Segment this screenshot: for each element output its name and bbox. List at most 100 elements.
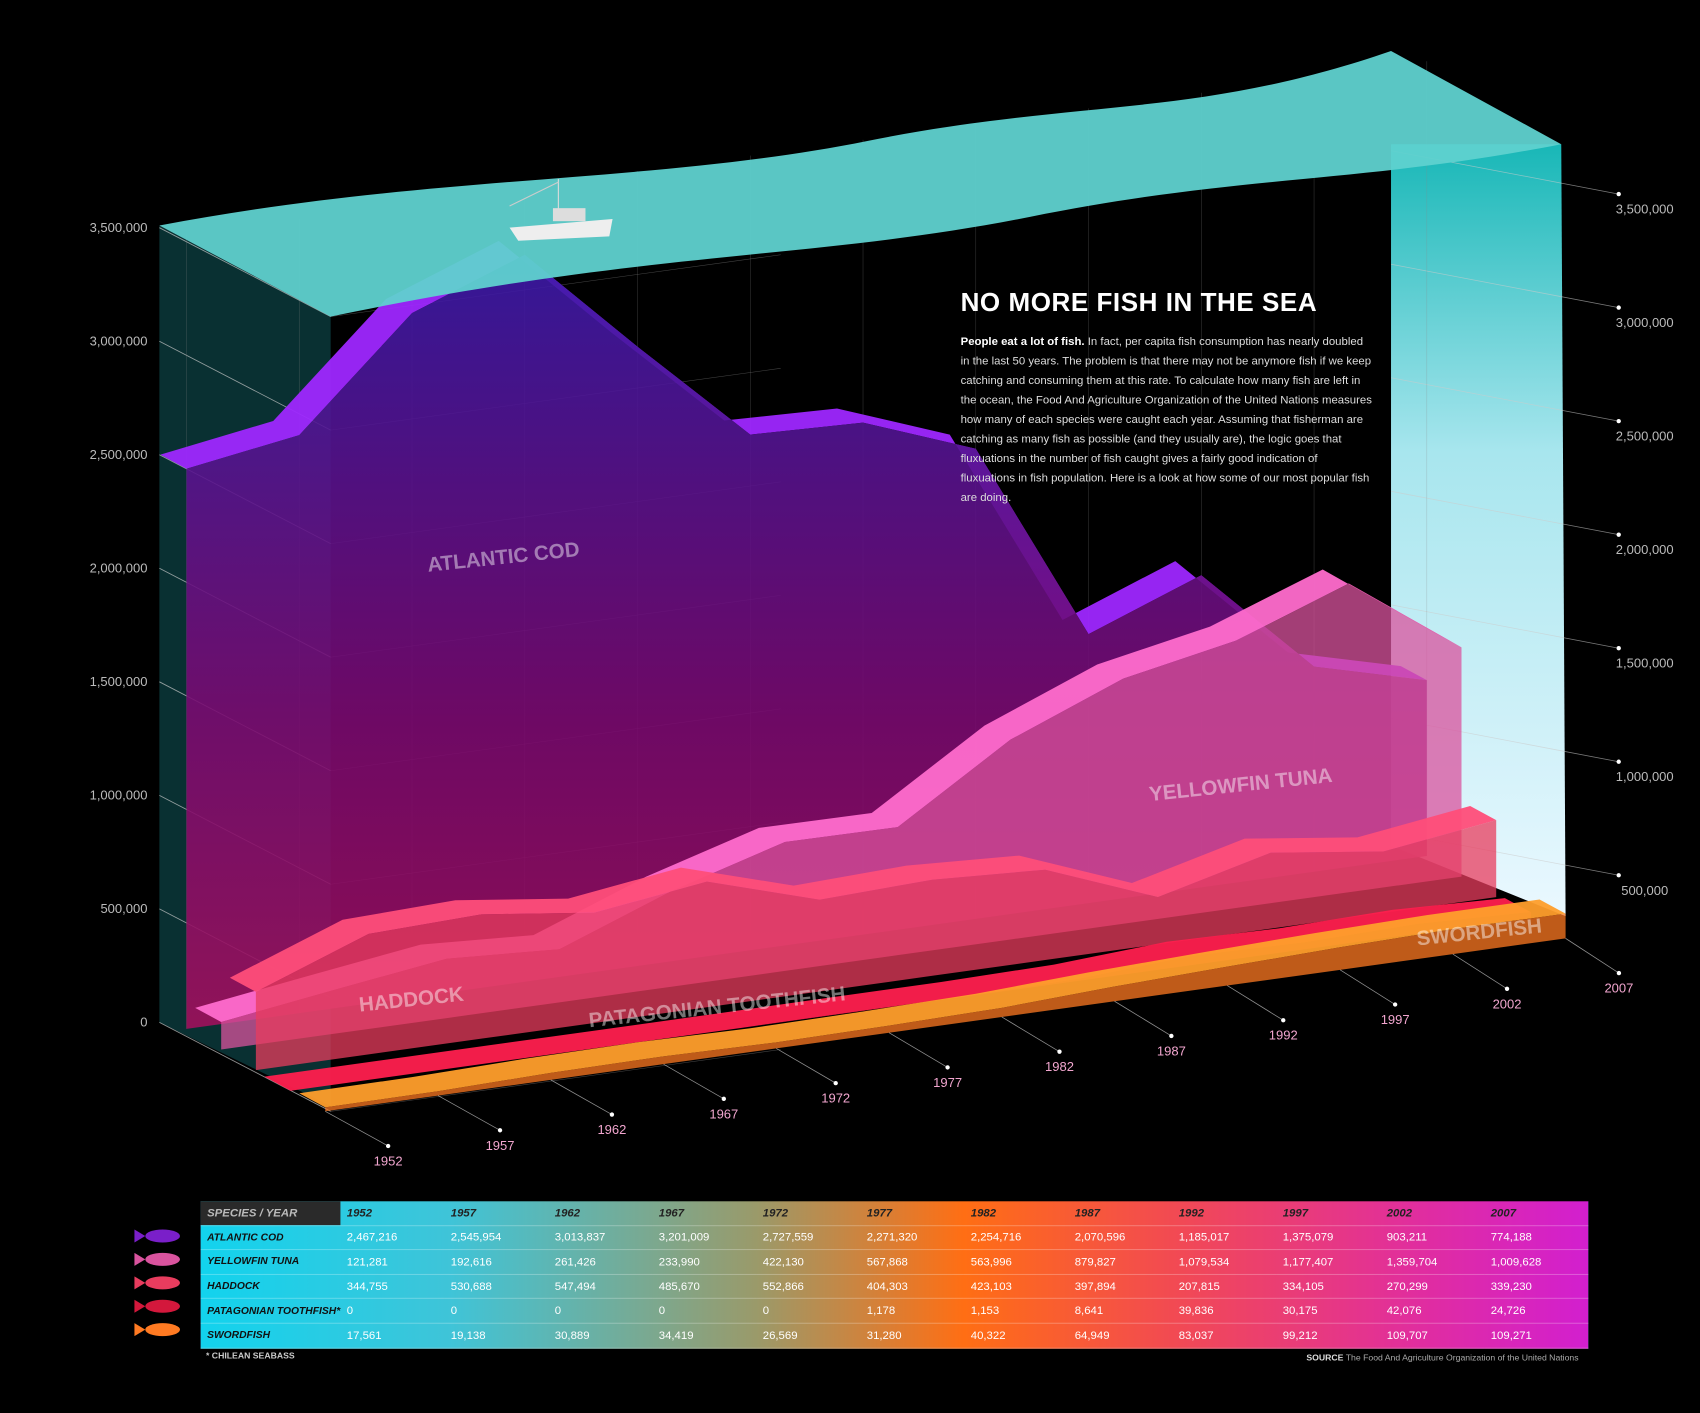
table-cell: 2,254,716 [964,1225,1069,1251]
table-cell: 83,037 [1172,1323,1277,1349]
table-cell: 30,889 [548,1323,653,1349]
x-tick-dot [1616,970,1622,976]
x-tick-dot [1504,986,1510,991]
intro-lead: People eat a lot of fish. [960,335,1085,349]
table-cell: 547,494 [548,1274,653,1300]
table-row-label: ATLANTIC COD [200,1225,341,1251]
table-cell: 3,201,009 [652,1225,757,1251]
x-tick-label: 1992 [1269,1028,1298,1043]
table-cell: 261,426 [548,1249,653,1275]
grid-line [159,1022,331,1112]
table-cell: 233,990 [652,1249,757,1275]
legend-icons [134,1229,180,1337]
boat-rig [509,181,559,207]
y-tick-label: 0 [140,1015,147,1030]
table-cell: 30,175 [1276,1298,1381,1324]
table-cell: 485,670 [652,1274,757,1300]
table-row-label: HADDOCK [200,1274,341,1300]
ribbon-face [221,583,1462,1050]
legend-icon-tail [134,1252,146,1266]
table-cell: 0 [548,1298,653,1324]
y2-tick-label: 1,000,000 [1616,769,1674,784]
x-tick-label: 1987 [1157,1043,1186,1058]
ribbon-face [255,820,1497,1071]
table-cell: 1,359,704 [1380,1249,1485,1275]
table-cell: 774,188 [1484,1225,1589,1251]
x-tick [1565,938,1620,974]
x-tick-label: 1952 [374,1154,403,1169]
table-cell: 109,271 [1484,1323,1589,1349]
x-tick [1114,1000,1172,1037]
x-tick-dot [945,1065,950,1070]
x-tick-dot [385,1143,391,1149]
x-tick-label: 1982 [1045,1059,1074,1074]
legend-icon-tail [134,1276,146,1290]
x-tick-dot [1281,1018,1286,1023]
x-tick-label: 2002 [1493,996,1522,1011]
table-cell: 0 [652,1298,757,1324]
legend-icon-tail [134,1323,146,1337]
source-label: SOURCE [1306,1353,1344,1363]
x-tick [1227,985,1284,1021]
y-tick-label: 1,500,000 [90,674,148,689]
table-cell: 31,280 [860,1323,965,1349]
table-cell: 0 [756,1298,861,1324]
y-tick-label: 500,000 [100,901,147,916]
table-cell: 121,281 [340,1249,445,1275]
table-cell: 270,299 [1380,1274,1485,1300]
table-cell: 40,322 [964,1323,1069,1349]
table-cell: 404,303 [860,1274,965,1300]
table-cell: 1,079,534 [1172,1249,1277,1275]
x-tick [888,1032,948,1068]
table-cell: 530,688 [444,1274,549,1300]
legend-icon [145,1299,180,1313]
table-cell: 1,153 [964,1298,1069,1324]
table-cell: 0 [340,1298,445,1324]
table-cell: 879,827 [1068,1249,1173,1275]
y2-tick-dot [1616,873,1621,878]
table-cell: 567,868 [860,1249,965,1275]
table-cell: 207,815 [1172,1274,1277,1300]
footnote-marker: * [336,1305,341,1317]
table-year: 1997 [1276,1201,1381,1226]
y2-tick-label: 1,500,000 [1616,656,1674,671]
y2-tick-label: 3,000,000 [1616,315,1674,330]
table-cell: 24,726 [1484,1298,1589,1324]
species-name: SWORDFISH [207,1329,271,1342]
table-cell: 423,103 [964,1274,1069,1300]
table-cell: 563,996 [964,1249,1069,1275]
x-tick-label: 1967 [709,1106,738,1121]
layers [160,240,1566,1112]
source-text: The Food And Agriculture Organization of… [1345,1353,1579,1363]
y2-tick-label: 2,000,000 [1616,542,1674,557]
table-year: 1982 [964,1201,1069,1226]
x-tick [1001,1016,1060,1052]
intro-body: In fact, per capita fish consumption has… [960,335,1372,505]
table-cell: 3,013,837 [548,1225,653,1251]
table-cell: 422,130 [756,1249,861,1275]
table-cell: 2,271,320 [860,1225,965,1251]
y-tick-label: 3,500,000 [90,220,148,235]
table-cell: 397,894 [1068,1274,1173,1300]
table-cell: 64,949 [1068,1323,1173,1349]
table-cell: 1,009,628 [1484,1249,1589,1275]
table-cell: 39,836 [1172,1298,1277,1324]
y2-grid-line [1390,263,1619,308]
x-tick-dot [497,1128,503,1133]
intro: NO MORE FISH IN THE SEA People eat a lot… [961,288,1373,507]
y2-tick-dot [1616,646,1621,651]
table-year: 1962 [548,1201,653,1226]
boat-cabin [552,208,586,222]
table-cell: 109,707 [1380,1323,1485,1349]
table-row: HADDOCK 344,755 530,688 547,494 485,670 552,8… [200,1274,1589,1300]
x-tick-label: 1962 [597,1122,626,1137]
source: SOURCE The Food And Agriculture Organiza… [1306,1353,1578,1363]
boat [509,178,613,241]
footnote-text: CHILEAN SEABASS [211,1350,295,1361]
legend-icon [145,1229,180,1243]
table-row-label: YELLOWFIN TUNA [200,1249,341,1275]
water-top [159,50,1562,317]
table-cell: 17,561 [340,1323,445,1349]
